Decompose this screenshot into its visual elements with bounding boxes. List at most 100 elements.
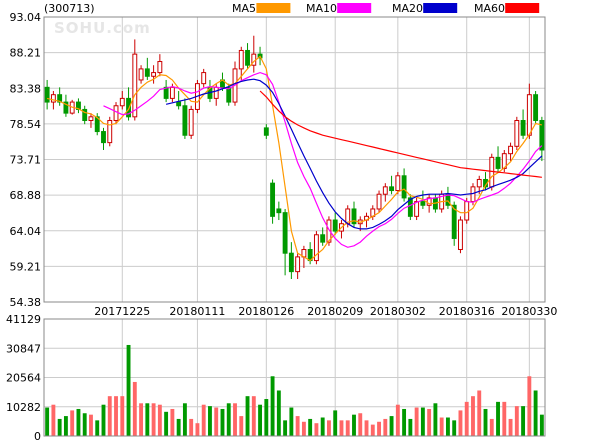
candle-body: [533, 94, 539, 122]
candle-body: [288, 252, 294, 273]
candle-body: [63, 101, 69, 114]
volume-bar: [370, 424, 375, 436]
volume-bar: [283, 420, 288, 436]
volume-bar: [233, 403, 237, 436]
volume-bar: [164, 411, 169, 436]
candle-body: [50, 94, 56, 103]
volume-bar: [63, 416, 68, 436]
volume-bar: [220, 408, 225, 436]
volume-bar: [464, 401, 469, 436]
candle-body: [138, 68, 144, 81]
volume-bar: [352, 414, 356, 436]
volume-bar: [114, 396, 118, 436]
price-panel-border: [43, 16, 546, 303]
watermark-logo: SOHU.com: [54, 19, 151, 37]
ma20-line: [165, 78, 543, 230]
volume-bar: [126, 344, 131, 436]
volume-bar: [414, 407, 419, 436]
volume-tick-label: 20564: [6, 372, 41, 385]
volume-tick-label: 41129: [6, 313, 41, 326]
volume-bar: [301, 421, 306, 436]
volume-bar: [151, 403, 156, 436]
volume-bar: [527, 376, 532, 436]
volume-bar: [408, 418, 413, 436]
volume-bar: [502, 401, 507, 436]
volume-bar: [521, 406, 526, 436]
volume-bar: [377, 421, 381, 436]
volume-bar: [95, 420, 100, 436]
volume-bar: [402, 408, 407, 436]
candle-body: [332, 219, 338, 232]
candle-body: [420, 201, 426, 206]
price-tick-label: 68.88: [10, 189, 42, 202]
volume-panel-border: [43, 318, 546, 437]
volume-bar: [145, 403, 150, 436]
volume-bar: [489, 418, 494, 436]
volume-bar: [139, 403, 144, 436]
candle-body: [508, 145, 513, 155]
candle-body: [445, 193, 451, 206]
candle-body: [514, 120, 520, 147]
candle-body: [520, 120, 526, 136]
volume-bar: [445, 417, 450, 436]
candle-body: [57, 94, 63, 103]
price-tick-label: 54.38: [10, 296, 42, 309]
volume-bar: [320, 417, 325, 436]
price-tick-label: 88.21: [10, 47, 42, 60]
date-tick-label: 20180126: [238, 305, 294, 318]
volume-bar: [439, 417, 444, 436]
candle-body: [163, 86, 169, 99]
candle-body: [119, 97, 125, 107]
date-tick-label: 20180316: [439, 305, 495, 318]
candle-body: [401, 175, 407, 199]
legend: MA5 MA10 MA20 MA60: [232, 2, 540, 15]
legend-swatch: [256, 3, 291, 13]
volume-bar: [339, 420, 344, 436]
volume-bar: [276, 390, 281, 436]
candle-body: [495, 156, 501, 169]
candle-body: [426, 197, 432, 206]
volume-bar: [364, 420, 369, 436]
candle-body: [94, 116, 100, 133]
volume-bar: [427, 408, 432, 436]
volume-axis-labels: 41129 30847 20564 10282 0: [6, 313, 41, 440]
volume-bar: [358, 413, 363, 436]
volume-bar: [295, 416, 300, 436]
volume-bar: [345, 420, 350, 436]
price-tick-label: 78.54: [10, 118, 42, 131]
candle-body: [313, 234, 319, 262]
candle-body: [464, 201, 470, 221]
legend-swatch: [505, 3, 540, 13]
candle-body: [351, 208, 357, 225]
volume-bar: [270, 376, 275, 436]
volume-bar: [189, 418, 194, 436]
legend-label: MA60: [474, 2, 505, 15]
volume-bar: [308, 418, 313, 436]
legend-label: MA20: [392, 2, 423, 15]
legend-label: MA10: [306, 2, 337, 15]
legend-swatch: [337, 3, 372, 13]
volume-bar: [264, 399, 269, 436]
candle-body: [213, 86, 219, 99]
volume-bar: [226, 403, 231, 436]
volume-bar: [76, 408, 81, 436]
volume-bar: [383, 418, 388, 436]
candle-body: [458, 219, 463, 251]
price-axis-labels: 93.04 88.21 83.38 78.54 73.71 68.88 64.04 59.21…: [10, 11, 42, 309]
date-tick-label: 20171225: [94, 305, 150, 318]
volume-bar: [170, 408, 175, 436]
candle-body: [88, 116, 94, 122]
candle-body: [389, 186, 395, 192]
volume-bar: [57, 418, 62, 436]
grid: [44, 16, 545, 437]
volume-bar: [258, 404, 262, 436]
candle-body: [407, 197, 413, 217]
volume-bar: [107, 396, 112, 436]
candle-body: [539, 120, 545, 151]
candle-body: [151, 72, 157, 77]
volume-bar: [101, 404, 106, 436]
volume-bar: [214, 407, 219, 436]
volume-bar: [201, 404, 206, 436]
